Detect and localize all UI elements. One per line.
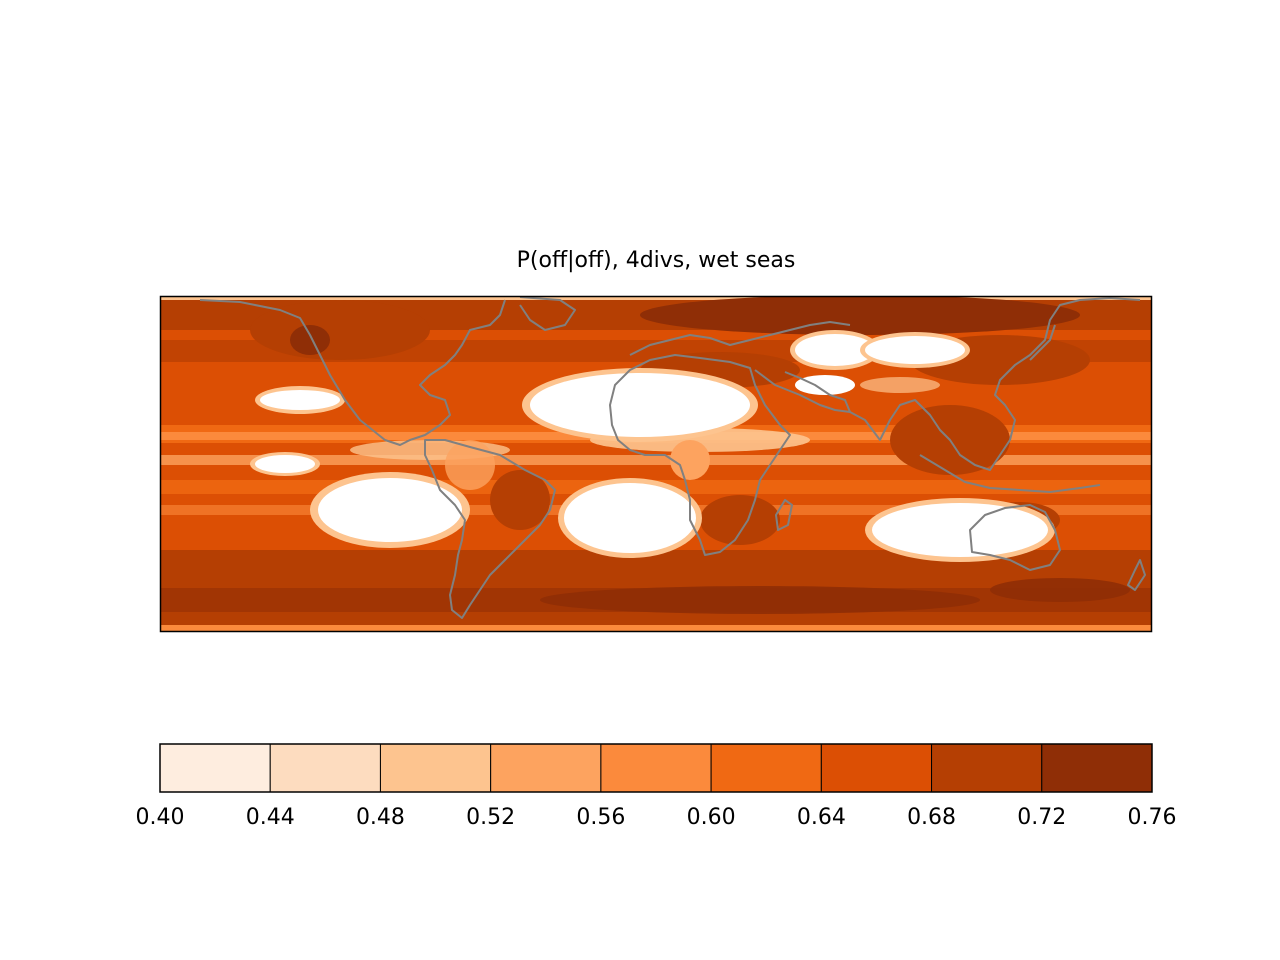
colorbar-tick-label: 0.76 [1128, 805, 1177, 830]
colorbar-tick-label: 0.60 [687, 805, 736, 830]
colorbar-segment [820, 743, 933, 793]
map-frame [159, 295, 1153, 633]
colorbar-tick-label: 0.72 [1017, 805, 1066, 830]
colorbar-tick-label: 0.44 [246, 805, 295, 830]
colorbar-tick-label: 0.64 [797, 805, 846, 830]
coastline-australia [969, 504, 1061, 571]
colorbar-frame [159, 743, 1153, 793]
coastline-asia [849, 297, 1141, 471]
coastline-new-zealand [1127, 559, 1146, 591]
colorbar-tick-label: 0.52 [466, 805, 515, 830]
map-title: P(off|off), 4divs, wet seas [516, 248, 796, 273]
coastlines [199, 297, 1146, 619]
colorbar-segment [710, 743, 822, 793]
colorbar-segment [490, 743, 602, 793]
coastline-europe [629, 321, 851, 356]
dry-regions [250, 330, 1055, 562]
coastline-south-america [424, 439, 556, 619]
colorbar-segment [1041, 743, 1153, 793]
coastline-greenland [519, 297, 576, 331]
colorbar-segment [269, 743, 381, 793]
coastline-madagascar [775, 499, 793, 531]
colorbar-tick-label: 0.56 [576, 805, 625, 830]
colorbar-segment [379, 743, 492, 793]
colorbar-tick-label: 0.48 [356, 805, 405, 830]
colorbar-tick-label: 0.40 [136, 805, 185, 830]
colorbar-tick-label: 0.68 [907, 805, 956, 830]
coastline-africa [609, 354, 791, 556]
probability-field [161, 297, 1151, 631]
colorbar: 0.40 0.44 0.48 0.52 0.56 0.60 0.64 0.68 0.72 0.76 [136, 743, 1177, 830]
colorbar-segment [600, 743, 712, 793]
colorbar-segment [159, 743, 271, 793]
colorbar-segment [931, 743, 1043, 793]
coastline-japan [1029, 324, 1056, 361]
coastline-north-america [199, 299, 506, 446]
coastline-indonesia [919, 454, 1101, 493]
